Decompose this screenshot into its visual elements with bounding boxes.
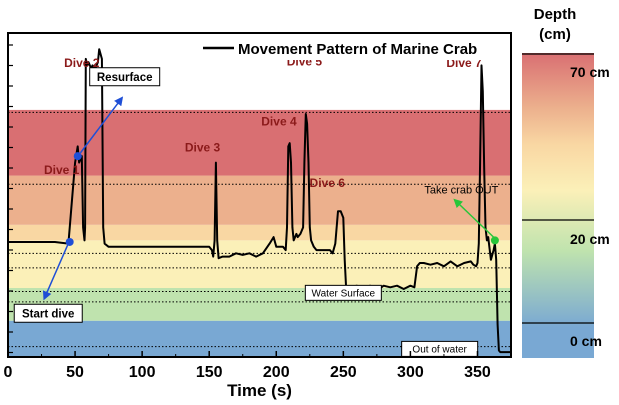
dive-2-label: Dive 2 xyxy=(64,56,100,70)
colorbar-subtitle: (cm) xyxy=(539,26,571,43)
colorbar-gradient xyxy=(522,53,594,358)
x-tick-label-6: 300 xyxy=(397,364,424,381)
depth-bands xyxy=(8,33,511,357)
dive-1-label: Dive 1 xyxy=(44,163,80,177)
plot-frame xyxy=(7,32,512,358)
x-tick-label-2: 100 xyxy=(129,364,156,381)
dive-6-label: Dive 6 xyxy=(310,176,346,190)
depth-band-3 xyxy=(8,224,511,241)
x-tick-label-4: 200 xyxy=(263,364,290,381)
x-axis-label: Time (s) xyxy=(227,381,292,400)
start-dive-arrow xyxy=(42,240,71,301)
x-tick-label-7: 350 xyxy=(464,364,491,381)
legend: Movement Pattern of Marine Crab xyxy=(200,36,509,60)
depth-band-4 xyxy=(8,175,511,225)
depth-band-5 xyxy=(8,109,511,176)
colorbar-label-0: 70 cm xyxy=(570,64,610,80)
colorbar-label-1: 20 cm xyxy=(570,231,610,247)
take-crab-out-arrow xyxy=(453,198,495,238)
start-dive-label: Start dive xyxy=(22,308,74,320)
x-tick-label-0: 0 xyxy=(4,364,13,381)
x-tick-label-5: 250 xyxy=(330,364,357,381)
resurface-arrow xyxy=(79,96,124,154)
axes: 0 50 100 150 200 250 300 350 Time (s) xyxy=(4,32,512,400)
colorbar-label-2: 0 cm xyxy=(570,333,602,349)
resurface-label: Resurface xyxy=(97,72,153,84)
resurface-point xyxy=(73,152,82,161)
start-dive-point xyxy=(65,237,74,246)
series xyxy=(8,48,511,354)
out-of-water-label: Out of water xyxy=(412,345,467,356)
x-tick-label-3: 150 xyxy=(196,364,223,381)
take-crab-out-point xyxy=(490,236,499,245)
start-dive-box xyxy=(13,303,83,323)
annotation-arrows xyxy=(42,96,499,301)
resurface-box xyxy=(89,67,161,87)
colorbar-title: Depth xyxy=(534,6,577,23)
dive-4-label: Dive 4 xyxy=(261,114,297,128)
depth-band-1 xyxy=(8,287,511,321)
legend-label: Movement Pattern of Marine Crab xyxy=(238,41,477,58)
series-line-0 xyxy=(8,48,511,354)
take-crab-out-label: Take crab OUT xyxy=(424,184,498,196)
colorbar: Depth (cm) 70 cm 20 cm 0 cm xyxy=(522,6,610,358)
water-surface-box xyxy=(304,284,382,301)
legend-box xyxy=(200,36,509,60)
water-surface-label: Water Surface xyxy=(312,288,376,299)
dive-3-label: Dive 3 xyxy=(185,140,221,154)
x-tick-label-1: 50 xyxy=(66,364,84,381)
